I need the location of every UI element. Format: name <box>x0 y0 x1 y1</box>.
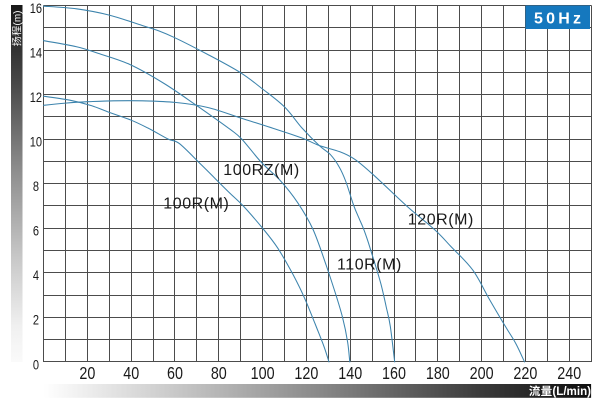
svg-text:8: 8 <box>33 179 39 195</box>
svg-text:180: 180 <box>426 365 450 384</box>
svg-text:120R(M): 120R(M) <box>408 212 474 229</box>
svg-text:16: 16 <box>30 1 42 17</box>
svg-text:40: 40 <box>123 365 139 384</box>
svg-text:200: 200 <box>470 365 494 384</box>
svg-text:4: 4 <box>33 268 39 284</box>
svg-text:220: 220 <box>513 365 537 384</box>
svg-text:(m): (m) <box>12 11 23 26</box>
svg-text:2: 2 <box>33 312 39 328</box>
svg-text:12: 12 <box>30 90 42 106</box>
svg-text:0: 0 <box>33 357 39 373</box>
svg-text:10: 10 <box>30 134 42 150</box>
svg-text:100: 100 <box>251 365 275 384</box>
svg-text:240: 240 <box>557 365 581 384</box>
svg-text:6: 6 <box>33 223 39 239</box>
svg-text:(L/min): (L/min) <box>552 385 591 398</box>
svg-text:120: 120 <box>294 365 318 384</box>
svg-text:110R(M): 110R(M) <box>337 257 402 274</box>
svg-text:50Hz: 50Hz <box>534 10 584 27</box>
svg-text:160: 160 <box>382 365 406 384</box>
svg-text:14: 14 <box>30 45 42 61</box>
svg-text:60: 60 <box>167 365 183 384</box>
svg-text:80: 80 <box>211 365 227 384</box>
svg-text:100R(M): 100R(M) <box>163 196 229 213</box>
svg-text:100RZ(M): 100RZ(M) <box>223 162 299 179</box>
svg-text:140: 140 <box>338 365 362 384</box>
svg-text:20: 20 <box>79 365 95 384</box>
